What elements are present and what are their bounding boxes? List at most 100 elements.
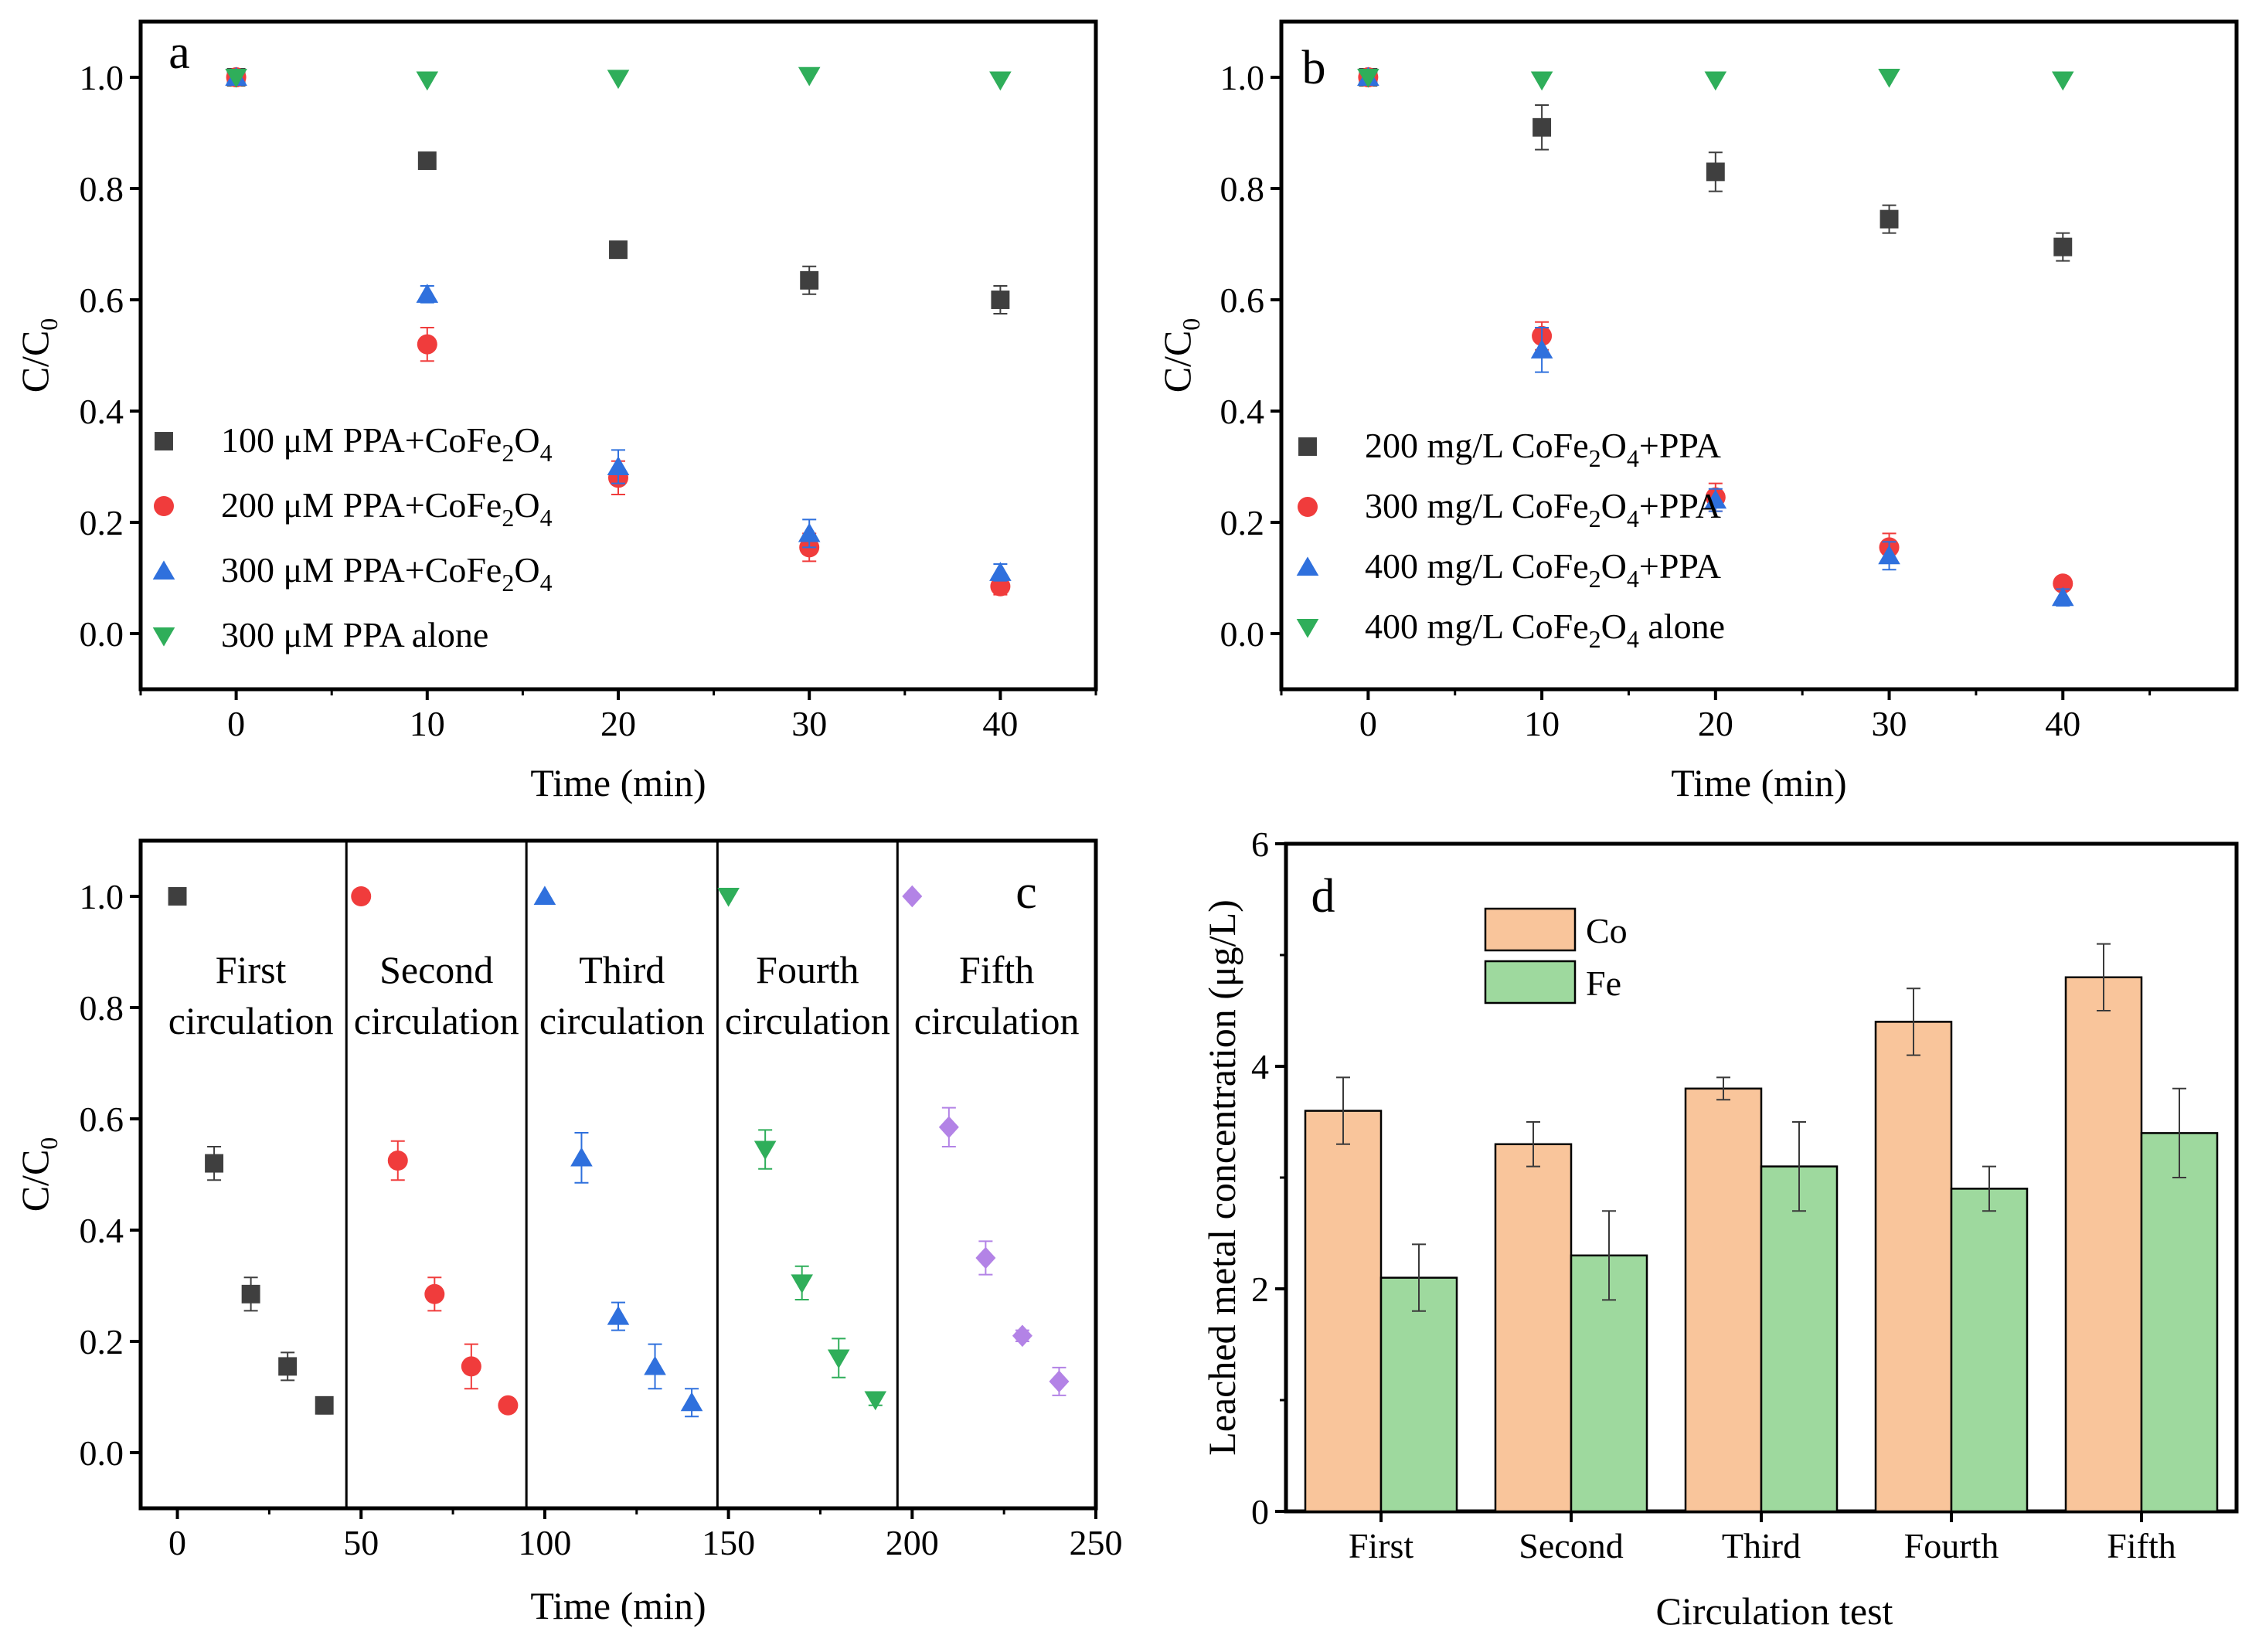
legend-label-sub: 2	[502, 439, 514, 467]
data-point	[315, 1395, 334, 1415]
data-point	[2051, 586, 2074, 607]
x-category-label: First	[1349, 1526, 1414, 1565]
error-bar	[1602, 1210, 1616, 1301]
error-bar	[1792, 1121, 1806, 1212]
data-point	[609, 240, 628, 260]
panel-c: c 0.0 0.2 0.4 0.6 0.8 1.0 0 50 100 150 200 250 Time (…	[13, 838, 1123, 1627]
legend-label-sub: 2	[1589, 565, 1601, 593]
x-tick-label: 20	[1698, 704, 1733, 743]
data-point	[1049, 1370, 1070, 1393]
series-3	[225, 66, 1012, 91]
legend-label-tail: +PPA	[1639, 486, 1721, 525]
data-point	[417, 334, 437, 355]
x-category-label: Fifth	[2107, 1526, 2175, 1565]
series-0	[226, 68, 1010, 314]
data-point	[461, 1356, 481, 1377]
y-axis-title-sub: 0	[35, 318, 63, 331]
series-2	[1357, 66, 2074, 607]
y-tick-label: 4	[1251, 1047, 1269, 1086]
bar	[1684, 1087, 1763, 1513]
plot-frame	[138, 838, 1098, 1511]
data-point	[680, 1392, 703, 1412]
legend-label-sub: 2	[1589, 505, 1601, 532]
y-tick-label: 0.6	[80, 1100, 124, 1139]
cycle-label-line2: circulation	[725, 999, 890, 1042]
x-tick-label: 10	[1524, 704, 1560, 743]
y-axis-title: C/C0	[1155, 318, 1205, 393]
x-tick-label: 100	[518, 1523, 571, 1562]
bar	[1760, 1165, 1839, 1513]
plot-frame	[1279, 19, 2239, 692]
series-1	[351, 886, 519, 1416]
y-tick-label: 0.8	[80, 169, 124, 209]
series-3	[717, 887, 887, 1411]
data-point	[1880, 209, 1899, 229]
legend-label-mid: O	[1601, 426, 1627, 465]
legend-marker	[1296, 556, 1319, 576]
x-category-label: Third	[1722, 1526, 1801, 1565]
legend-label-main: 100 μM PPA+CoFe	[221, 420, 502, 460]
series-2	[533, 885, 703, 1418]
y-tick-label: 0.2	[1220, 503, 1265, 542]
y-tick-label: 2	[1251, 1270, 1269, 1309]
data-point	[864, 1391, 887, 1411]
y-tick-label: 0.2	[80, 1322, 124, 1361]
x-tick-label: 200	[886, 1523, 939, 1562]
data-point	[989, 71, 1012, 91]
cycle-label-line2: circulation	[539, 999, 705, 1042]
y-axis-title-main: C/C	[1155, 331, 1199, 393]
y-tick-label: 1.0	[80, 58, 124, 97]
y-tick-label: 0.8	[80, 988, 124, 1028]
x-tick-label: 0	[227, 704, 245, 743]
x-tick-label: 150	[702, 1523, 755, 1562]
data-point	[225, 68, 247, 88]
legend-label-main: 200 mg/L CoFe	[1365, 426, 1589, 465]
legend-label-mid: O	[514, 550, 539, 590]
data-point	[416, 71, 439, 91]
y-tick-label: 0.0	[1220, 614, 1265, 654]
panel-letter: b	[1302, 42, 1326, 94]
legend-label-tail: +PPA	[1639, 546, 1721, 586]
y-axis-title: C/C0	[13, 1137, 63, 1212]
error-bar	[1907, 987, 1920, 1056]
data-point	[1530, 339, 1553, 359]
y-tick-label: 0.4	[1220, 392, 1265, 431]
legend-label-sub: 2	[502, 504, 514, 532]
y-axis-title-sub: 0	[1177, 318, 1205, 331]
panel-letter: a	[168, 26, 190, 79]
legend-marker	[152, 560, 175, 580]
data-point	[351, 886, 372, 906]
data-point	[1878, 68, 1900, 88]
error-bar	[1526, 1121, 1540, 1168]
data-point	[991, 291, 1010, 309]
error-bar	[1982, 1165, 1996, 1212]
y-tick-label: 0.8	[1220, 169, 1265, 209]
legend-label-sub: 2	[1589, 444, 1601, 472]
legend-label-sub: 4	[540, 439, 553, 467]
data-point	[1357, 68, 1379, 88]
legend-label-sub: 4	[1627, 505, 1639, 532]
legend-label: 100 μM PPA+CoFe2O4	[221, 420, 553, 467]
legend-marker	[1296, 618, 1319, 638]
legend-swatch	[1484, 960, 1577, 1004]
data-point	[1530, 71, 1553, 91]
legend-marker	[155, 432, 173, 450]
y-tick-label: 0.6	[80, 280, 124, 320]
data-point	[975, 1246, 996, 1270]
x-tick-label: 0	[168, 1523, 186, 1562]
x-tick-label: 250	[1070, 1523, 1123, 1562]
bar	[1874, 1021, 1953, 1513]
data-point	[417, 151, 437, 170]
legend-label-sub: 4	[1627, 444, 1639, 472]
legend-label-main: 300 μM PPA alone	[221, 615, 488, 654]
legend-label-sub: 4	[1627, 565, 1639, 593]
cycle-label-line1: Third	[579, 948, 665, 991]
x-tick-label: 30	[791, 704, 827, 743]
y-tick-label: 0.0	[80, 1433, 124, 1473]
x-category-label: Second	[1519, 1526, 1623, 1565]
series-2	[225, 66, 1012, 582]
error-bar	[1336, 1076, 1350, 1145]
cycle-label-line1: Fourth	[756, 948, 859, 991]
